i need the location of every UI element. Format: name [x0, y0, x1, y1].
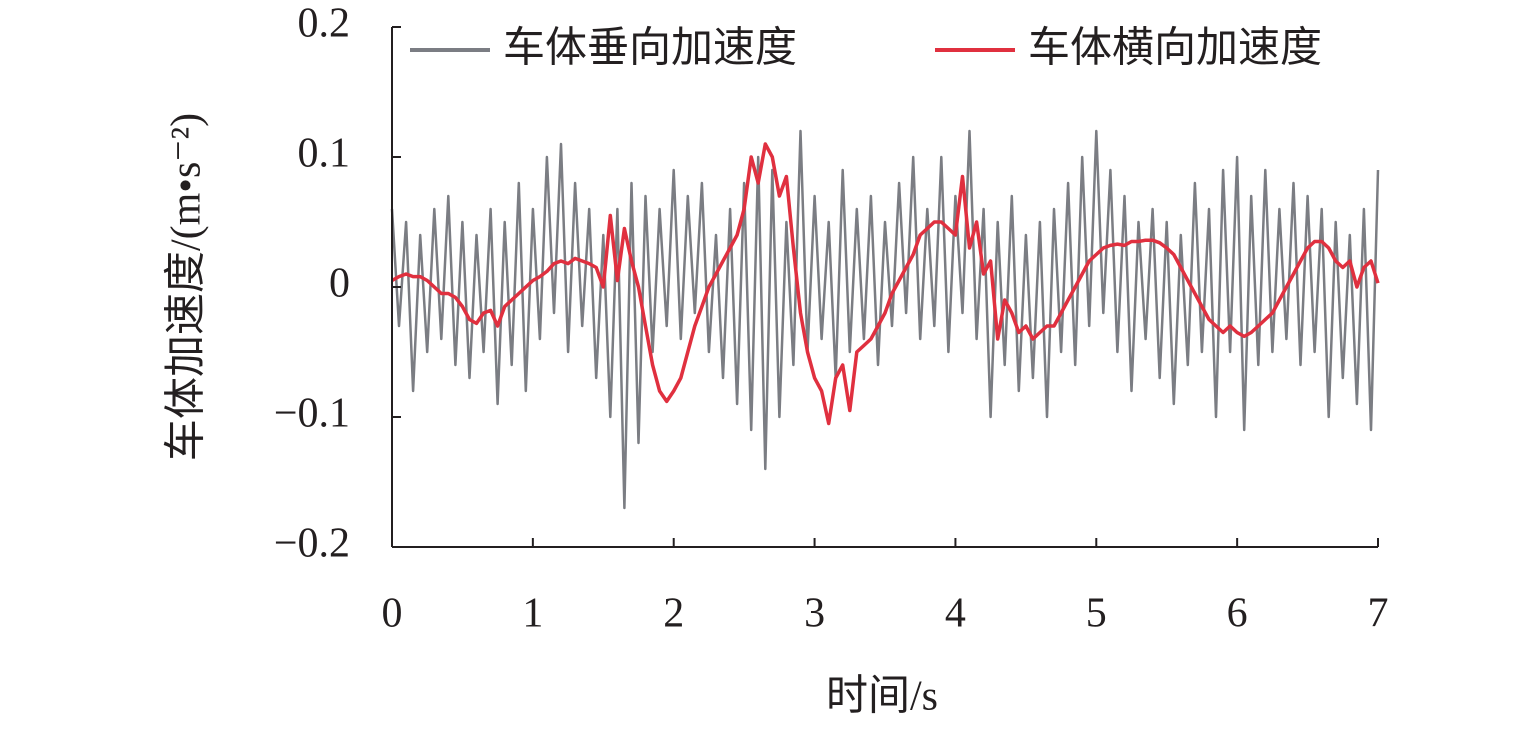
data-line [390, 129, 1380, 510]
x-tick-label: 4 [945, 591, 966, 637]
y-tick-label: 0.1 [298, 131, 351, 177]
x-axis-label: 时间/s [826, 674, 938, 720]
y-tick-label: 0.2 [298, 1, 351, 47]
x-tick-label: 3 [804, 591, 825, 637]
x-tick-label: 7 [1368, 591, 1389, 637]
y-tick-label: −0.2 [274, 521, 350, 567]
y-axis-label: 车体加速度/(m•s⁻²) [164, 113, 210, 461]
x-tick-label: 2 [663, 591, 684, 637]
x-tick-label: 1 [522, 591, 543, 637]
x-tick-label: 6 [1227, 591, 1248, 637]
x-tick-label: 5 [1086, 591, 1107, 637]
data-line [391, 142, 1380, 426]
legend-label: 车体垂向加速度 [503, 26, 797, 72]
y-tick-label: −0.1 [274, 391, 350, 437]
legend-label: 车体横向加速度 [1028, 26, 1322, 72]
y-tick-label: 0 [329, 261, 350, 307]
x-tick-label: 0 [382, 591, 403, 637]
